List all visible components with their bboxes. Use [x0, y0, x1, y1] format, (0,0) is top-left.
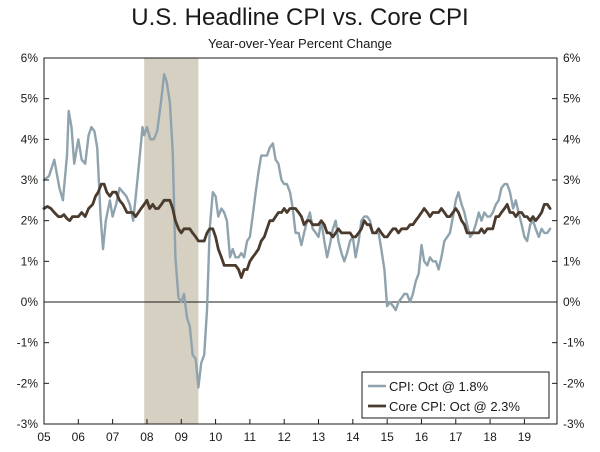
- y-tick-label-left: 6%: [21, 51, 39, 65]
- y-tick-label-right: 3%: [563, 173, 581, 187]
- x-tick-label: 10: [209, 430, 223, 444]
- y-tick-label-left: -1%: [17, 336, 39, 350]
- chart-subtitle: Year-over-Year Percent Change: [207, 36, 393, 51]
- y-tick-label-left: 5%: [21, 92, 39, 106]
- x-tick-label: 06: [72, 430, 86, 444]
- chart-title: U.S. Headline CPI vs. Core CPI: [131, 4, 469, 31]
- x-tick-label: 07: [106, 430, 120, 444]
- plot-frame: [43, 57, 558, 425]
- y-tick-label-right: 1%: [563, 254, 581, 268]
- y-tick-label-left: -3%: [17, 417, 39, 431]
- x-tick-label: 08: [140, 430, 154, 444]
- x-tick-label: 16: [415, 430, 429, 444]
- y-tick-label-right: -2%: [563, 376, 585, 390]
- x-tick-label: 14: [346, 430, 360, 444]
- legend-label: CPI: Oct @ 1.8%: [389, 379, 489, 394]
- y-tick-label-right: -3%: [563, 417, 585, 431]
- x-tick-label: 12: [278, 430, 292, 444]
- x-tick-label: 15: [380, 430, 394, 444]
- legend-box: [361, 371, 550, 419]
- series-line-cpi: [42, 73, 552, 389]
- x-tick-label: 13: [312, 430, 326, 444]
- series-line-core-cpi: [42, 182, 552, 279]
- legend-label: Core CPI: Oct @ 2.3%: [389, 399, 520, 414]
- y-tick-label-right: 0%: [563, 295, 581, 309]
- y-tick-label-right: 4%: [563, 132, 581, 146]
- y-tick-label-right: 6%: [563, 51, 581, 65]
- y-tick-label-left: 3%: [21, 173, 39, 187]
- y-tick-label-left: 4%: [21, 132, 39, 146]
- y-tick-label-right: 5%: [563, 92, 581, 106]
- x-tick-label: 19: [518, 430, 532, 444]
- y-tick-label-left: 2%: [21, 214, 39, 228]
- y-tick-label-left: 1%: [21, 254, 39, 268]
- x-tick-label: 17: [449, 430, 463, 444]
- x-tick-label: 09: [175, 430, 189, 444]
- x-tick-label: 11: [244, 430, 257, 444]
- y-tick-label-right: -1%: [563, 336, 585, 350]
- x-tick-label: 18: [483, 430, 497, 444]
- y-tick-label-left: -2%: [17, 376, 39, 390]
- y-tick-label-right: 2%: [563, 214, 581, 228]
- x-tick-label: 05: [37, 430, 51, 444]
- y-tick-label-left: 0%: [21, 295, 39, 309]
